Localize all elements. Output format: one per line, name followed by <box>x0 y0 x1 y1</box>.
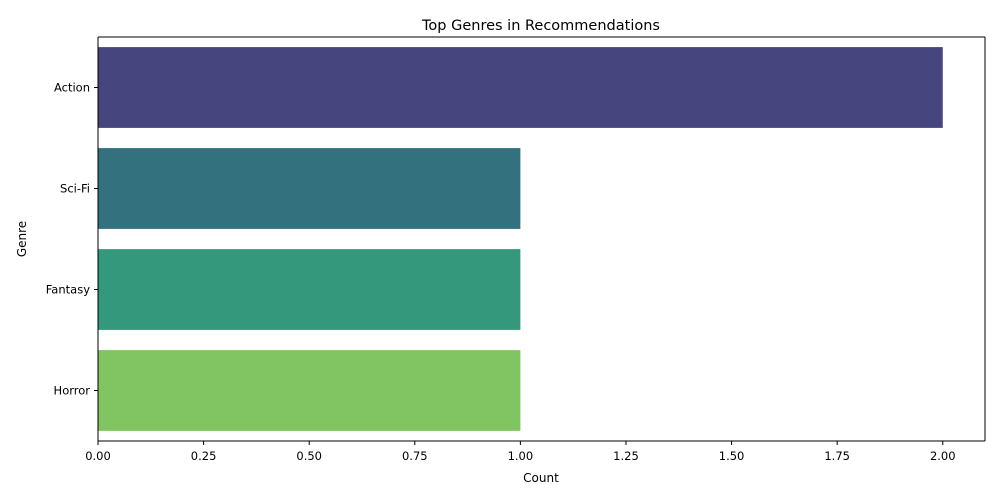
axes-frame <box>97 36 986 442</box>
x-tick-label: 2.00 <box>930 449 956 463</box>
x-tick-label: 1.50 <box>719 449 745 463</box>
x-tick-label: 1.00 <box>508 449 534 463</box>
y-axis-ticks: Action Sci-Fi Fantasy Horror <box>46 81 98 398</box>
x-axis-label: Count <box>523 471 559 485</box>
x-tick-label: 1.75 <box>824 449 850 463</box>
y-tick-label: Fantasy <box>46 283 90 297</box>
x-tick-label: 0.50 <box>296 449 322 463</box>
y-tick-label: Horror <box>54 384 91 398</box>
x-tick-label: 1.25 <box>613 449 639 463</box>
bar-sci-fi <box>98 148 521 229</box>
y-axis-label: Genre <box>15 221 29 257</box>
x-axis-ticks: 0.00 0.25 0.50 0.75 1.00 1.25 1.50 1.75 2.00 <box>85 441 956 463</box>
x-tick-label: 0.75 <box>402 449 428 463</box>
x-tick-label: 0.00 <box>85 449 111 463</box>
bar-action <box>98 47 943 128</box>
chart-title: Top Genres in Recommendations <box>421 18 660 34</box>
bar-horror <box>98 350 521 431</box>
y-tick-label: Sci-Fi <box>60 182 90 196</box>
bars-group <box>98 47 943 431</box>
y-tick-label: Action <box>54 81 90 95</box>
bar-fantasy <box>98 249 521 330</box>
x-tick-label: 0.25 <box>191 449 217 463</box>
